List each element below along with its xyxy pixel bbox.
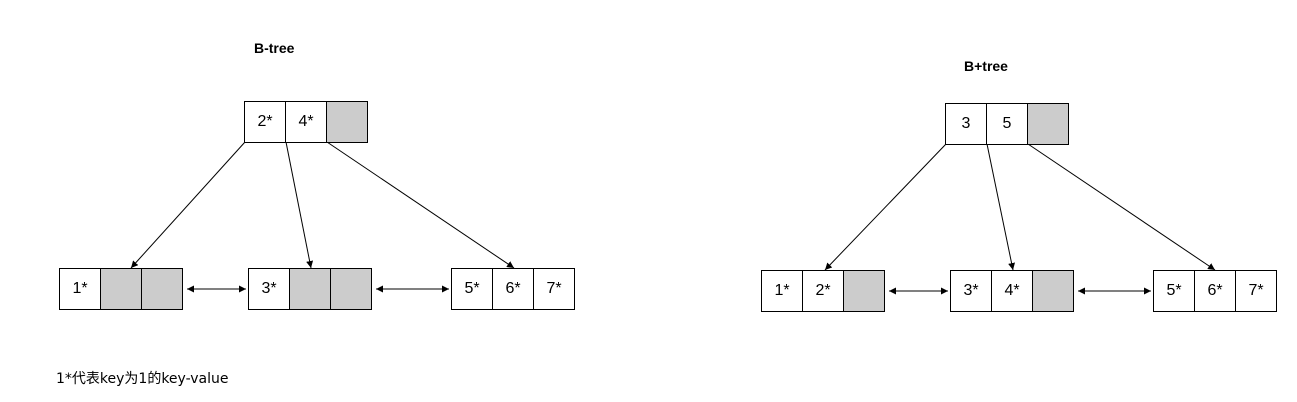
btree-pointer-arrow — [326, 141, 515, 269]
btree-root-empty-slot — [326, 101, 368, 143]
bplustree-pointer-arrow — [986, 143, 1016, 271]
btree-leaf-1-empty-slot — [141, 268, 183, 310]
bplustree-leaf-3-key-2: 6* — [1194, 270, 1236, 312]
btree-root-key-2: 4* — [285, 101, 327, 143]
btree-leaf-2-key-1: 3* — [248, 268, 290, 310]
legend-note: 1*代表key为1的key-value — [56, 371, 229, 387]
bplustree-root-node: 3 5 — [945, 103, 1069, 145]
bplustree-pointer-arrow — [824, 143, 947, 271]
btree-root-node: 2* 4* — [244, 101, 368, 143]
bplustree-leaf-3-key-3: 7* — [1235, 270, 1277, 312]
bplustree-leaf-3-key-1: 5* — [1153, 270, 1195, 312]
bplustree-leaf-1-key-1: 1* — [761, 270, 803, 312]
bplustree-leaf-1-empty-slot — [843, 270, 885, 312]
bplustree-root-key-1: 3 — [945, 103, 987, 145]
btree-leaf-3-key-2: 6* — [492, 268, 534, 310]
btree-leaf-1: 1* — [59, 268, 183, 310]
bplustree-root-key-2: 5 — [986, 103, 1028, 145]
bplustree-title: B+tree — [964, 58, 1008, 74]
bplustree-leaf-2-empty-slot — [1032, 270, 1074, 312]
bplustree-root-empty-slot — [1027, 103, 1069, 145]
btree-leaf-2: 3* — [248, 268, 372, 310]
bplustree-leaf-1-key-2: 2* — [802, 270, 844, 312]
btree-root-key-1: 2* — [244, 101, 286, 143]
bplustree-pointer-arrow — [1027, 143, 1216, 271]
bplustree-leaf-2: 3* 4* — [950, 270, 1074, 312]
bplustree-leaf-3: 5* 6* 7* — [1153, 270, 1277, 312]
btree-leaf-2-empty-slot — [289, 268, 331, 310]
bplustree-leaf-2-key-1: 3* — [950, 270, 992, 312]
bplustree-leaf-2-key-2: 4* — [991, 270, 1033, 312]
btree-title: B-tree — [254, 40, 295, 56]
btree-pointer-arrow — [285, 141, 314, 269]
btree-pointer-arrow — [130, 141, 246, 269]
btree-leaf-1-empty-slot — [100, 268, 142, 310]
btree-leaf-3: 5* 6* 7* — [451, 268, 575, 310]
btree-leaf-3-key-3: 7* — [533, 268, 575, 310]
btree-leaf-3-key-1: 5* — [451, 268, 493, 310]
btree-leaf-1-key-1: 1* — [59, 268, 101, 310]
bplustree-leaf-1: 1* 2* — [761, 270, 885, 312]
btree-leaf-2-empty-slot — [330, 268, 372, 310]
